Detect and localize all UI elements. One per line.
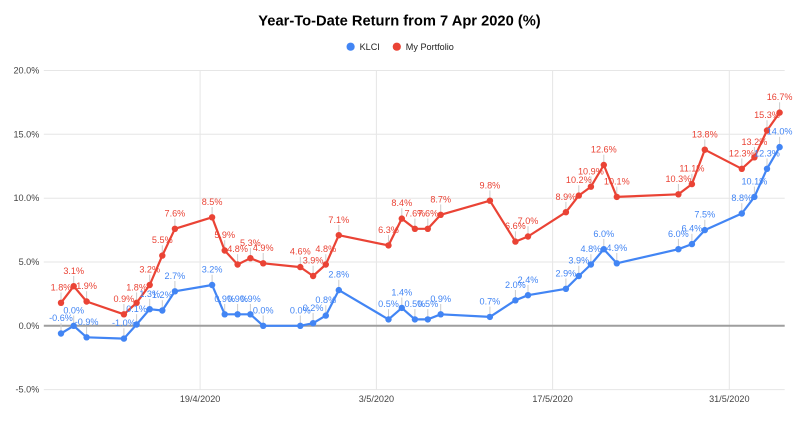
svg-text:0.5%: 0.5% xyxy=(417,299,438,309)
svg-text:10.3%: 10.3% xyxy=(666,174,692,184)
svg-text:13.8%: 13.8% xyxy=(692,129,718,139)
svg-text:20.0%: 20.0% xyxy=(14,66,40,76)
svg-text:8.4%: 8.4% xyxy=(391,198,412,208)
svg-text:10.2%: 10.2% xyxy=(566,175,592,185)
svg-text:6.0%: 6.0% xyxy=(593,229,614,239)
svg-text:0.0%: 0.0% xyxy=(19,321,40,331)
svg-text:10.9%: 10.9% xyxy=(578,166,604,176)
svg-text:5.5%: 5.5% xyxy=(152,235,173,245)
svg-text:10.1%: 10.1% xyxy=(742,177,768,187)
svg-text:12.3%: 12.3% xyxy=(729,148,755,158)
svg-text:1.8%: 1.8% xyxy=(51,282,72,292)
svg-text:0.9%: 0.9% xyxy=(114,294,135,304)
svg-text:12.3%: 12.3% xyxy=(754,148,780,158)
svg-text:7.1%: 7.1% xyxy=(328,215,349,225)
svg-text:7.0%: 7.0% xyxy=(518,216,539,226)
svg-text:-0.9%: -0.9% xyxy=(75,317,99,327)
svg-text:4.8%: 4.8% xyxy=(581,244,602,254)
svg-text:10.0%: 10.0% xyxy=(14,193,40,203)
svg-text:4.8%: 4.8% xyxy=(315,244,336,254)
svg-text:0.9%: 0.9% xyxy=(240,294,261,304)
svg-text:7.6%: 7.6% xyxy=(165,208,186,218)
svg-text:6.0%: 6.0% xyxy=(668,229,689,239)
svg-text:-5.0%: -5.0% xyxy=(16,385,40,395)
svg-text:0.9%: 0.9% xyxy=(430,294,451,304)
svg-text:2.7%: 2.7% xyxy=(165,271,186,281)
svg-text:6.6%: 6.6% xyxy=(505,221,526,231)
svg-text:13.2%: 13.2% xyxy=(742,137,768,147)
svg-text:16.7%: 16.7% xyxy=(767,92,793,102)
svg-text:0.0%: 0.0% xyxy=(63,305,84,315)
svg-text:0.5%: 0.5% xyxy=(378,299,399,309)
svg-text:8.8%: 8.8% xyxy=(731,193,752,203)
svg-text:0.9%: 0.9% xyxy=(214,294,235,304)
svg-text:3.9%: 3.9% xyxy=(568,256,589,266)
svg-text:9.8%: 9.8% xyxy=(480,180,501,190)
svg-text:My Portfolio: My Portfolio xyxy=(406,42,454,52)
svg-text:2.0%: 2.0% xyxy=(505,280,526,290)
svg-text:5.9%: 5.9% xyxy=(214,230,235,240)
svg-text:2.8%: 2.8% xyxy=(328,270,349,280)
svg-text:-1.0%: -1.0% xyxy=(112,318,136,328)
svg-text:3.9%: 3.9% xyxy=(303,256,324,266)
svg-text:11.1%: 11.1% xyxy=(679,164,704,174)
svg-text:1.2%: 1.2% xyxy=(152,290,173,300)
svg-text:10.1%: 10.1% xyxy=(604,177,630,187)
svg-text:4.6%: 4.6% xyxy=(290,247,311,257)
svg-text:Year-To-Date Return from 7 Apr: Year-To-Date Return from 7 Apr 2020 (%) xyxy=(258,13,540,29)
svg-text:14.0%: 14.0% xyxy=(767,127,793,137)
svg-text:1.3%: 1.3% xyxy=(139,289,160,299)
svg-text:4.9%: 4.9% xyxy=(253,243,274,253)
svg-text:0.5%: 0.5% xyxy=(405,299,426,309)
svg-text:1.8%: 1.8% xyxy=(126,282,147,292)
svg-text:31/5/2020: 31/5/2020 xyxy=(709,394,749,404)
svg-text:0.0%: 0.0% xyxy=(290,305,311,315)
svg-text:7.6%: 7.6% xyxy=(405,208,426,218)
svg-text:0.9%: 0.9% xyxy=(227,294,248,304)
svg-text:8.7%: 8.7% xyxy=(430,194,451,204)
svg-text:4.9%: 4.9% xyxy=(606,243,627,253)
svg-text:17/5/2020: 17/5/2020 xyxy=(532,394,572,404)
svg-text:KLCI: KLCI xyxy=(360,42,380,52)
svg-text:6.4%: 6.4% xyxy=(682,224,703,234)
svg-text:3/5/2020: 3/5/2020 xyxy=(359,394,394,404)
svg-text:5.0%: 5.0% xyxy=(19,257,40,267)
svg-text:0.2%: 0.2% xyxy=(303,303,324,313)
svg-text:12.6%: 12.6% xyxy=(591,145,617,155)
svg-text:4.8%: 4.8% xyxy=(227,244,248,254)
svg-text:0.0%: 0.0% xyxy=(253,305,274,315)
svg-text:8.5%: 8.5% xyxy=(202,197,223,207)
svg-text:15.3%: 15.3% xyxy=(754,110,780,120)
svg-text:5.3%: 5.3% xyxy=(240,238,261,248)
svg-text:3.2%: 3.2% xyxy=(202,265,223,275)
svg-text:8.9%: 8.9% xyxy=(556,192,577,202)
svg-text:3.2%: 3.2% xyxy=(139,265,160,275)
svg-text:-0.6%: -0.6% xyxy=(49,313,73,323)
svg-text:0.1%: 0.1% xyxy=(126,304,147,314)
svg-text:1.9%: 1.9% xyxy=(76,281,97,291)
svg-text:19/4/2020: 19/4/2020 xyxy=(180,394,220,404)
svg-text:7.5%: 7.5% xyxy=(694,210,715,220)
svg-text:2.9%: 2.9% xyxy=(556,268,577,278)
svg-text:1.4%: 1.4% xyxy=(391,288,412,298)
svg-text:0.8%: 0.8% xyxy=(315,295,336,305)
svg-text:6.3%: 6.3% xyxy=(378,225,399,235)
svg-text:7.6%: 7.6% xyxy=(417,208,438,218)
svg-text:15.0%: 15.0% xyxy=(14,129,40,139)
svg-text:3.1%: 3.1% xyxy=(63,266,84,276)
svg-text:2.4%: 2.4% xyxy=(518,275,539,285)
svg-text:0.7%: 0.7% xyxy=(480,297,501,307)
